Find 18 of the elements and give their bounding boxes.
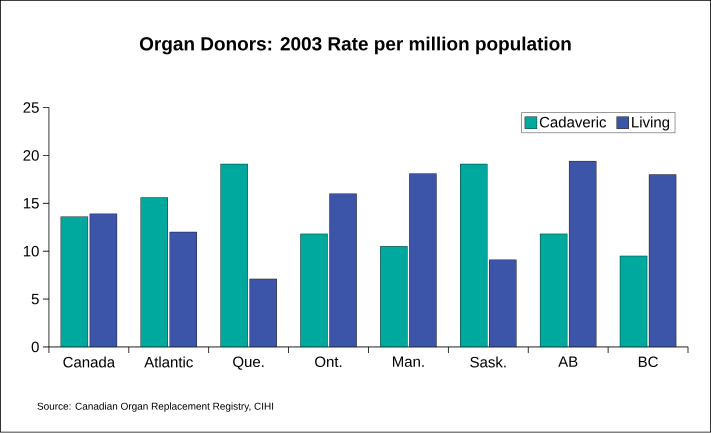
x-tick-label: Sask.: [470, 356, 506, 368]
x-tick-label: Ont.: [315, 356, 342, 368]
x-tick-label: BC: [638, 356, 658, 368]
y-tick-label: 15: [24, 198, 39, 209]
x-tick-label: Canada: [63, 356, 116, 368]
chart-title: Organ Donors: 2003 Rate per million population: [140, 36, 571, 55]
y-tick-label: 0: [32, 342, 39, 352]
y-tick-label: 5: [32, 294, 39, 305]
x-tick-label: Atlantic: [144, 356, 193, 368]
x-tick-label: Man.: [392, 356, 424, 368]
y-tick-label: 25: [24, 102, 39, 114]
x-tick-label: Que.: [233, 356, 264, 370]
y-tick-label: 10: [24, 246, 39, 257]
x-tick-label: AB: [558, 356, 578, 367]
y-tick-label: 20: [24, 150, 39, 161]
source-note: Source: Canadian Organ Replacement Registry, CIHI: [37, 402, 274, 412]
legend-label: Cadaveric: [540, 116, 606, 128]
legend-label: Living: [632, 116, 670, 131]
